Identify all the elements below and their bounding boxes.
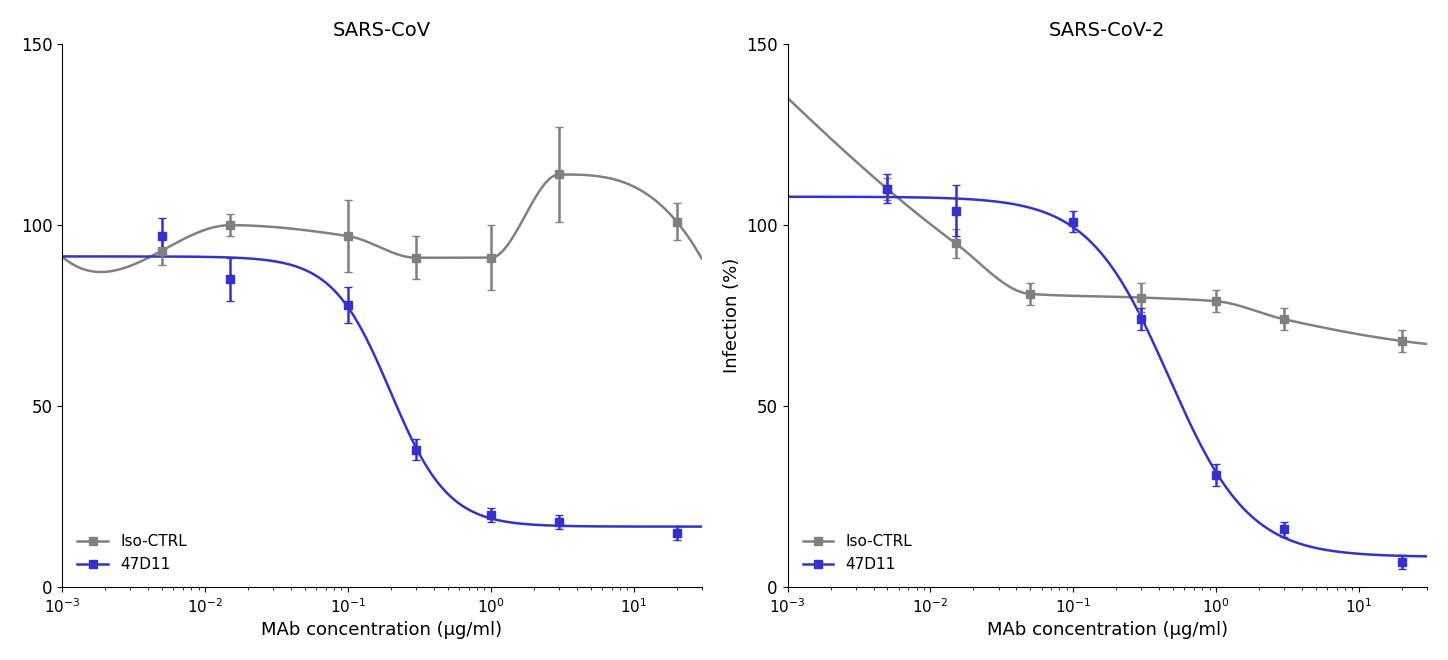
Legend: Iso-CTRL, 47D11: Iso-CTRL, 47D11	[795, 527, 919, 579]
Title: SARS-CoV-2: SARS-CoV-2	[1050, 21, 1166, 40]
Title: SARS-CoV: SARS-CoV	[333, 21, 432, 40]
Legend: Iso-CTRL, 47D11: Iso-CTRL, 47D11	[70, 527, 194, 579]
X-axis label: MAb concentration (μg/ml): MAb concentration (μg/ml)	[262, 621, 502, 639]
Y-axis label: Infection (%): Infection (%)	[723, 258, 740, 374]
X-axis label: MAb concentration (μg/ml): MAb concentration (μg/ml)	[986, 621, 1228, 639]
